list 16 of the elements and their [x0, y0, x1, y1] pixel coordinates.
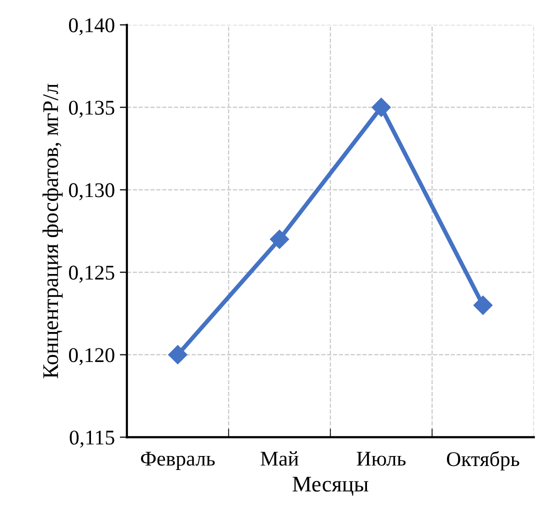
x-tick-label: Май: [260, 451, 298, 466]
y-tick-label: 0,140: [69, 18, 114, 36]
y-tick-label: 0,125: [69, 266, 114, 283]
y-tick-label: 0,120: [69, 348, 114, 366]
point: [168, 345, 188, 364]
point: [372, 98, 391, 117]
x-tick-label: Июль: [356, 452, 406, 466]
x-tick-label: Февраль: [140, 452, 215, 470]
point: [473, 296, 493, 315]
y-tick-label: 0,130: [69, 183, 114, 200]
x-axis-title: Месяцы: [292, 476, 368, 496]
x-tick-label: Октябрь: [446, 451, 520, 470]
y-tick-label: 0,115: [70, 430, 114, 448]
y-axis-title: Концентрация фосфатов, мгР/л: [42, 84, 63, 378]
point: [270, 230, 290, 249]
y-tick-label: 0,135: [69, 100, 114, 118]
